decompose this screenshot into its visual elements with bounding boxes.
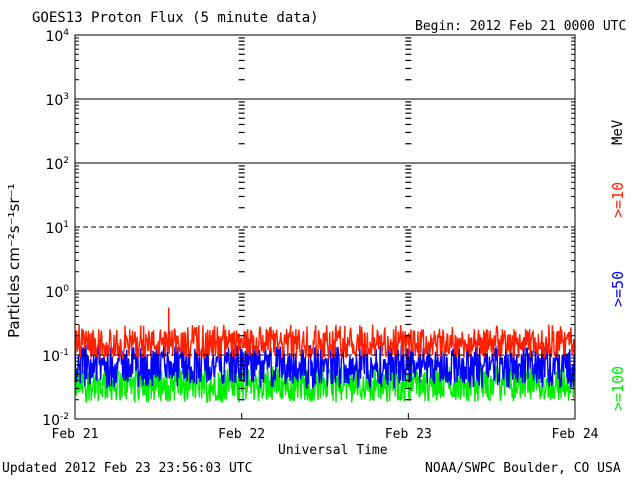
day-gridline-2 [405, 37, 412, 401]
series-line-0 [74, 324, 576, 361]
y-tick-label-3: 101 [45, 220, 69, 237]
y-tick-label-4: 100 [45, 284, 69, 301]
series-line-1 [74, 344, 576, 390]
day-gridline-1 [238, 37, 245, 401]
y-tick-label-6: 10-2 [42, 412, 69, 429]
y-axis-label: Particles cm⁻²s⁻¹sr⁻¹ [5, 183, 23, 338]
series-line-2 [74, 364, 576, 403]
legend-ge10: >=10 [609, 181, 627, 218]
x-tick-label-1: Feb 22 [218, 427, 265, 442]
begin-time-label: Begin: 2012 Feb 21 0000 UTC [415, 19, 627, 34]
y-tick-label-0: 104 [45, 28, 69, 45]
y-tick-label-2: 102 [45, 156, 69, 173]
chart-title: GOES13 Proton Flux (5 minute data) [32, 10, 319, 26]
x-tick-label-2: Feb 23 [385, 427, 432, 442]
legend-ge100: >=100 [609, 365, 627, 411]
x-tick-label-0: Feb 21 [52, 427, 99, 442]
credit-label: NOAA/SWPC Boulder, CO USA [425, 461, 621, 476]
updated-timestamp: Updated 2012 Feb 23 23:56:03 UTC [2, 461, 253, 476]
y-tick-label-1: 103 [45, 92, 69, 109]
mev-unit-label: MeV [610, 119, 626, 145]
y-tick-label-5: 10-1 [42, 348, 69, 365]
x-tick-label-3: Feb 24 [552, 427, 599, 442]
x-axis-label: Universal Time [278, 443, 388, 458]
legend-ge50: >=50 [609, 270, 627, 307]
plot-frame [74, 34, 576, 420]
